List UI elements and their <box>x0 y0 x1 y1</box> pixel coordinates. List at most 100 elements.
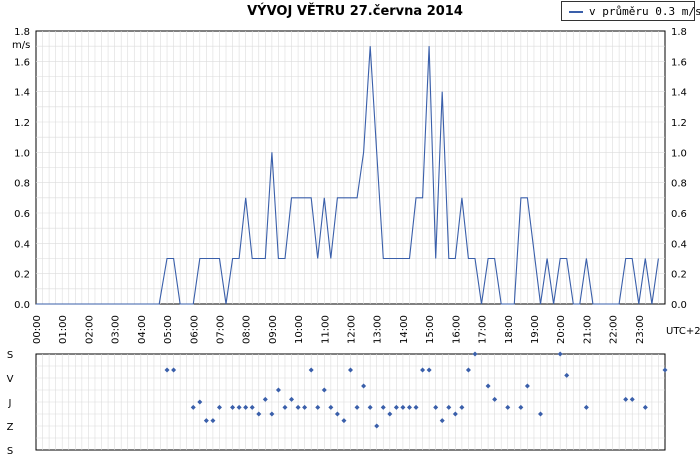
direction-point <box>236 404 242 410</box>
direction-point <box>341 418 347 424</box>
direction-point <box>282 404 288 410</box>
y-tick-label: 1.8 <box>14 27 30 38</box>
y-tick-label: 0.8 <box>14 179 30 190</box>
y-tick-label-right: 1.6 <box>671 57 687 68</box>
direction-tick-label: S <box>7 446 13 457</box>
direction-point <box>465 367 471 373</box>
direction-point <box>275 387 281 393</box>
direction-point <box>262 396 268 402</box>
direction-point <box>203 418 209 424</box>
direction-point <box>564 372 570 378</box>
direction-point <box>446 404 452 410</box>
direction-point <box>210 418 216 424</box>
x-tick-label: 08:00 <box>242 315 253 344</box>
x-tick-label: 16:00 <box>451 315 462 344</box>
x-tick-label: 04:00 <box>137 315 148 344</box>
direction-point <box>472 351 478 357</box>
direction-point <box>361 383 367 389</box>
direction-point <box>583 404 589 410</box>
direction-point <box>295 404 301 410</box>
y-tick-label: 0.4 <box>14 239 30 250</box>
direction-point <box>629 396 635 402</box>
direction-point <box>374 423 380 429</box>
x-tick-label: 06:00 <box>189 315 200 344</box>
x-tick-label: 18:00 <box>504 315 515 344</box>
x-tick-label: 01:00 <box>58 315 69 344</box>
y-tick-label: 1.0 <box>14 148 30 159</box>
legend-label: v průměru 0.3 m/s <box>589 5 700 18</box>
direction-point <box>367 404 373 410</box>
x-axis-label: UTC+2 <box>666 326 700 337</box>
y-tick-label-right: 1.0 <box>671 148 687 159</box>
direction-point <box>406 404 412 410</box>
direction-point <box>348 367 353 373</box>
x-tick-label: 10:00 <box>294 315 305 344</box>
direction-point <box>334 411 340 417</box>
x-tick-label: 15:00 <box>425 315 436 344</box>
direction-point <box>524 383 530 389</box>
x-tick-label: 07:00 <box>215 315 226 344</box>
direction-point <box>492 396 498 402</box>
x-tick-label: 19:00 <box>530 315 541 344</box>
direction-point <box>269 411 275 417</box>
y-axis-label: m/s <box>12 40 30 51</box>
x-tick-label: 23:00 <box>635 315 646 344</box>
x-tick-label: 22:00 <box>609 315 620 344</box>
direction-tick-label: S <box>7 350 13 361</box>
speed-series <box>36 46 659 305</box>
direction-point <box>315 404 321 410</box>
direction-point <box>485 383 491 389</box>
direction-point <box>387 411 393 417</box>
direction-point <box>249 404 255 410</box>
direction-point <box>538 411 544 417</box>
x-tick-label: 14:00 <box>399 315 410 344</box>
direction-point <box>243 404 249 410</box>
x-tick-label: 03:00 <box>111 315 122 344</box>
direction-point <box>459 404 465 410</box>
direction-point <box>171 367 177 373</box>
direction-point <box>452 411 458 417</box>
x-tick-label: 02:00 <box>84 315 95 344</box>
direction-point <box>413 404 419 410</box>
direction-point <box>433 404 439 410</box>
x-tick-label: 13:00 <box>373 315 384 344</box>
direction-point <box>216 404 222 410</box>
direction-point <box>354 404 360 410</box>
top-grid <box>35 30 666 305</box>
direction-tick-label: V <box>7 374 14 385</box>
x-tick-label: 17:00 <box>478 315 489 344</box>
y-tick-label-right: 0.6 <box>671 209 687 220</box>
direction-point <box>426 367 432 373</box>
direction-point <box>197 399 203 405</box>
y-tick-label-right: 0.8 <box>671 179 687 190</box>
direction-point <box>190 404 196 410</box>
x-tick-label: 12:00 <box>347 315 358 344</box>
direction-point <box>623 396 629 402</box>
direction-point <box>642 404 648 410</box>
x-tick-label: 05:00 <box>163 315 174 344</box>
direction-point <box>400 404 406 410</box>
top-y-axis-right: 0.0 0.2 0.4 0.6 0.8 1.0 1.2 1.4 1.6 1.8 <box>671 27 687 311</box>
bottom-grid <box>35 353 666 451</box>
direction-point <box>256 411 262 417</box>
direction-tick-label: Z <box>7 422 14 433</box>
speed-line <box>36 46 659 305</box>
direction-point <box>518 404 524 410</box>
direction-point <box>230 404 236 410</box>
top-y-axis-left: 0.0 0.2 0.4 0.6 0.8 1.0 1.2 1.4 1.6 1.8 <box>14 27 30 311</box>
y-tick-label: 0.6 <box>14 209 30 220</box>
direction-point <box>308 367 314 373</box>
direction-y-axis: S V J Z S <box>7 350 14 457</box>
direction-tick-label: J <box>8 398 12 409</box>
y-tick-label: 0.2 <box>14 270 30 281</box>
legend: v průměru 0.3 m/s <box>561 1 700 21</box>
top-x-axis: 00:00 01:00 02:00 03:00 04:00 05:00 06:00 07:00… <box>32 315 646 344</box>
x-tick-label: 21:00 <box>582 315 593 344</box>
direction-series <box>164 351 668 429</box>
direction-point <box>164 367 170 373</box>
legend-swatch <box>569 11 583 13</box>
y-tick-label-right: 0.2 <box>671 270 687 281</box>
chart-title: VÝVOJ VĚTRU 27.června 2014 <box>247 4 463 19</box>
direction-point <box>380 404 386 410</box>
